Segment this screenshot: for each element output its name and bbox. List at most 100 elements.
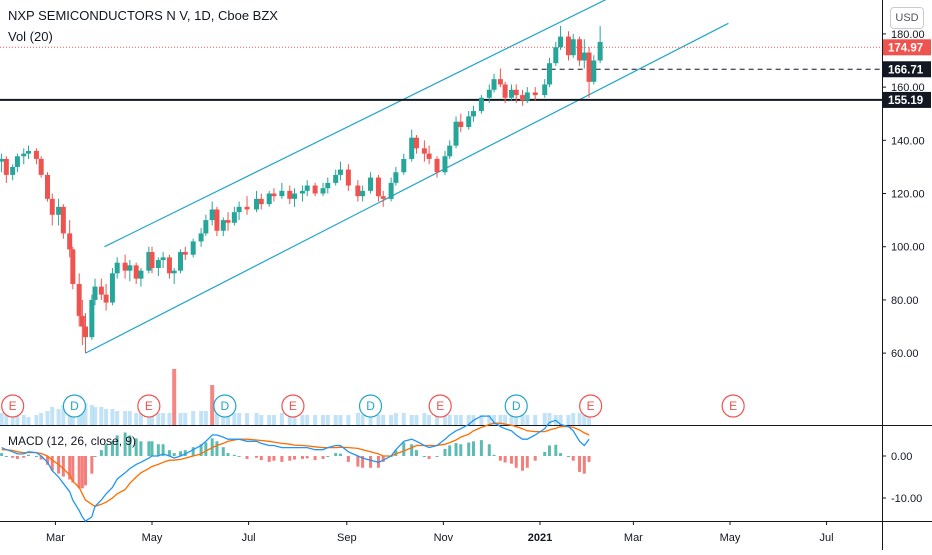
candle-body <box>271 193 277 197</box>
event-marker-circle <box>137 394 161 418</box>
event-marker-earnings[interactable]: E <box>721 394 745 418</box>
volume-bar <box>503 415 508 425</box>
volume-bar <box>254 413 259 425</box>
volume-bar <box>267 415 272 425</box>
event-marker-earnings[interactable]: E <box>579 394 603 418</box>
candle-body <box>225 220 231 223</box>
macd-histogram-bar <box>232 454 236 456</box>
time-axis-label: Jul <box>820 532 834 544</box>
volume-bar <box>313 415 318 425</box>
candle-body <box>345 169 351 186</box>
candle-body <box>89 299 95 338</box>
event-marker-dividend[interactable]: D <box>358 394 383 418</box>
macd-histogram-bar <box>554 444 558 456</box>
volume-bar <box>93 407 98 425</box>
volume-bar <box>127 411 132 425</box>
volume-bar <box>479 415 484 425</box>
volume-bar <box>376 415 381 425</box>
candle-body <box>586 52 592 82</box>
macd-histogram-bar <box>161 444 165 456</box>
event-marker-circle <box>213 394 237 418</box>
time-axis-label: Jul <box>242 532 256 544</box>
candle-body <box>244 206 250 210</box>
event-marker-label: E <box>436 399 444 413</box>
macd-histogram-bar <box>566 456 570 457</box>
price-axis-panel <box>882 0 932 550</box>
volume-bar <box>514 415 519 425</box>
event-marker-dividend[interactable]: D <box>504 394 528 418</box>
candle-body <box>258 198 264 205</box>
macd-histogram-bar <box>369 456 373 468</box>
event-marker-dividend[interactable]: D <box>62 394 87 418</box>
macd-histogram-bar <box>172 453 176 456</box>
event-marker-circle <box>62 394 87 418</box>
candle-body <box>453 121 459 146</box>
event-marker-earnings[interactable]: E <box>137 394 161 418</box>
candle-body <box>166 257 172 274</box>
volume-bar <box>547 413 552 425</box>
volume-bar <box>447 415 452 425</box>
volume-bar <box>172 369 177 425</box>
event-marker-earnings[interactable]: E <box>281 394 305 418</box>
candle-body <box>127 265 133 271</box>
volume-bar <box>333 415 338 425</box>
volume-bar <box>492 415 497 425</box>
event-marker-label: E <box>587 399 595 413</box>
volume-bar <box>401 413 406 425</box>
candle-body <box>320 188 326 194</box>
macd-histogram-bar <box>410 444 414 456</box>
macd-histogram-bar <box>128 435 132 456</box>
candle-body <box>299 190 305 194</box>
dashed-level-badge-bg <box>883 61 931 78</box>
event-marker-label: D <box>512 399 521 413</box>
candle-body <box>3 158 9 175</box>
volume-bar <box>104 409 109 425</box>
macd-signal-line <box>1 422 590 508</box>
macd-histogram-bar <box>479 440 483 456</box>
candle-body <box>368 177 374 191</box>
volume-bar <box>167 413 172 425</box>
macd-histogram-bar <box>454 443 458 456</box>
macd-histogram-bar <box>93 456 97 457</box>
volume-bar <box>237 413 242 425</box>
volume-bar <box>0 413 4 425</box>
macd-histogram-bar <box>498 456 502 461</box>
macd-histogram-bar <box>571 456 575 461</box>
candle-body <box>442 156 448 173</box>
volume-bar <box>389 415 394 425</box>
candle-body <box>26 150 32 154</box>
candle-body <box>149 252 155 268</box>
volume-bar <box>558 415 563 425</box>
candle-body <box>0 158 5 162</box>
macd-histogram-bar <box>255 456 259 458</box>
macd-histogram-bar <box>68 456 72 480</box>
macd-histogram-bar <box>84 456 88 486</box>
volume-bar <box>321 415 326 425</box>
volume-bar <box>45 411 50 425</box>
macd-histogram-bar <box>492 454 496 456</box>
candle-body <box>426 153 432 159</box>
macd-histogram-bar <box>578 456 582 472</box>
price-axis-label: 160.00 <box>891 82 925 94</box>
candle-body <box>45 174 51 199</box>
volume-bar <box>346 415 351 425</box>
macd-histogram-bar <box>39 456 43 460</box>
macd-histogram-bar <box>4 456 8 457</box>
candle-body <box>312 185 318 194</box>
currency-button[interactable]: USD <box>890 7 924 29</box>
macd-histogram-bar <box>147 441 151 456</box>
candle-body <box>109 273 115 303</box>
event-marker-earnings[interactable]: E <box>428 394 452 418</box>
event-marker-label: D <box>70 399 79 413</box>
macd-histogram-bar <box>321 456 325 459</box>
volume-bar <box>279 413 284 425</box>
event-marker-earnings[interactable]: E <box>1 394 25 418</box>
candle-body <box>133 265 139 279</box>
price-axis-label: 180.00 <box>891 29 925 41</box>
time-axis-label: Nov <box>434 532 454 544</box>
macd-histogram-bar <box>402 442 406 456</box>
event-marker-dividend[interactable]: D <box>213 394 237 418</box>
candle-body <box>375 177 381 197</box>
